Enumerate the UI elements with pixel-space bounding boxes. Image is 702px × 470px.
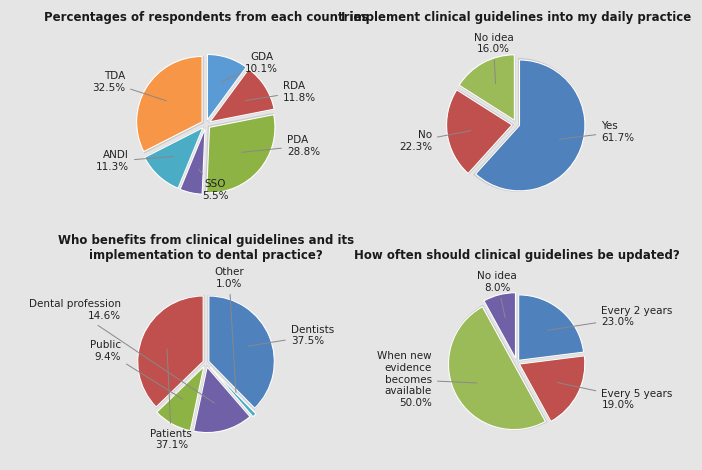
Text: Patients
37.1%: Patients 37.1% xyxy=(150,349,192,450)
Text: Every 5 years
19.0%: Every 5 years 19.0% xyxy=(557,383,673,410)
Wedge shape xyxy=(138,295,204,408)
Wedge shape xyxy=(519,356,585,422)
Wedge shape xyxy=(475,60,585,191)
Wedge shape xyxy=(449,305,548,431)
Wedge shape xyxy=(459,55,515,120)
Wedge shape xyxy=(459,55,515,122)
Wedge shape xyxy=(210,367,256,417)
Text: Public
9.4%: Public 9.4% xyxy=(90,340,183,399)
Wedge shape xyxy=(517,295,584,361)
Wedge shape xyxy=(193,365,251,432)
Wedge shape xyxy=(157,365,205,430)
Text: SSO
5.5%: SSO 5.5% xyxy=(199,169,228,201)
Wedge shape xyxy=(137,56,204,154)
Wedge shape xyxy=(157,367,204,431)
Wedge shape xyxy=(447,89,515,174)
Wedge shape xyxy=(208,69,274,123)
Wedge shape xyxy=(205,113,274,193)
Text: Dentists
37.5%: Dentists 37.5% xyxy=(248,325,334,346)
Wedge shape xyxy=(518,355,585,422)
Wedge shape xyxy=(208,365,255,415)
Title: I implement clinical guidelines into my daily practice: I implement clinical guidelines into my … xyxy=(341,11,691,24)
Text: ANDI
11.3%: ANDI 11.3% xyxy=(96,150,174,172)
Text: No
22.3%: No 22.3% xyxy=(399,131,471,152)
Wedge shape xyxy=(484,293,516,360)
Wedge shape xyxy=(207,295,274,410)
Text: Dental profession
14.6%: Dental profession 14.6% xyxy=(29,299,215,403)
Wedge shape xyxy=(210,69,274,122)
Wedge shape xyxy=(449,307,545,430)
Text: Other
1.0%: Other 1.0% xyxy=(214,267,244,392)
Text: Every 2 years
23.0%: Every 2 years 23.0% xyxy=(548,306,673,330)
Wedge shape xyxy=(194,367,250,432)
Wedge shape xyxy=(180,129,205,194)
Wedge shape xyxy=(206,115,275,193)
Wedge shape xyxy=(145,126,204,188)
Text: No idea
16.0%: No idea 16.0% xyxy=(474,32,513,84)
Wedge shape xyxy=(138,296,203,407)
Wedge shape xyxy=(180,126,206,194)
Wedge shape xyxy=(484,293,515,358)
Text: RDA
11.8%: RDA 11.8% xyxy=(246,81,316,103)
Wedge shape xyxy=(206,55,246,122)
Title: Who benefits from clinical guidelines and its
implementation to dental practice?: Who benefits from clinical guidelines an… xyxy=(58,235,354,262)
Wedge shape xyxy=(145,128,203,188)
Text: Yes
61.7%: Yes 61.7% xyxy=(559,121,635,143)
Title: Percentages of respondents from each countries: Percentages of respondents from each cou… xyxy=(44,11,369,24)
Wedge shape xyxy=(209,296,274,408)
Wedge shape xyxy=(446,90,512,173)
Text: GDA
10.1%: GDA 10.1% xyxy=(222,52,278,82)
Text: No idea
8.0%: No idea 8.0% xyxy=(477,271,517,318)
Text: PDA
28.8%: PDA 28.8% xyxy=(241,135,320,157)
Text: When new
evidence
becomes
available
50.0%: When new evidence becomes available 50.0… xyxy=(377,352,477,408)
Wedge shape xyxy=(519,295,583,360)
Wedge shape xyxy=(208,55,246,120)
Wedge shape xyxy=(137,56,202,152)
Text: TDA
32.5%: TDA 32.5% xyxy=(92,71,166,101)
Wedge shape xyxy=(473,58,585,192)
Title: How often should clinical guidelines be updated?: How often should clinical guidelines be … xyxy=(354,250,680,262)
